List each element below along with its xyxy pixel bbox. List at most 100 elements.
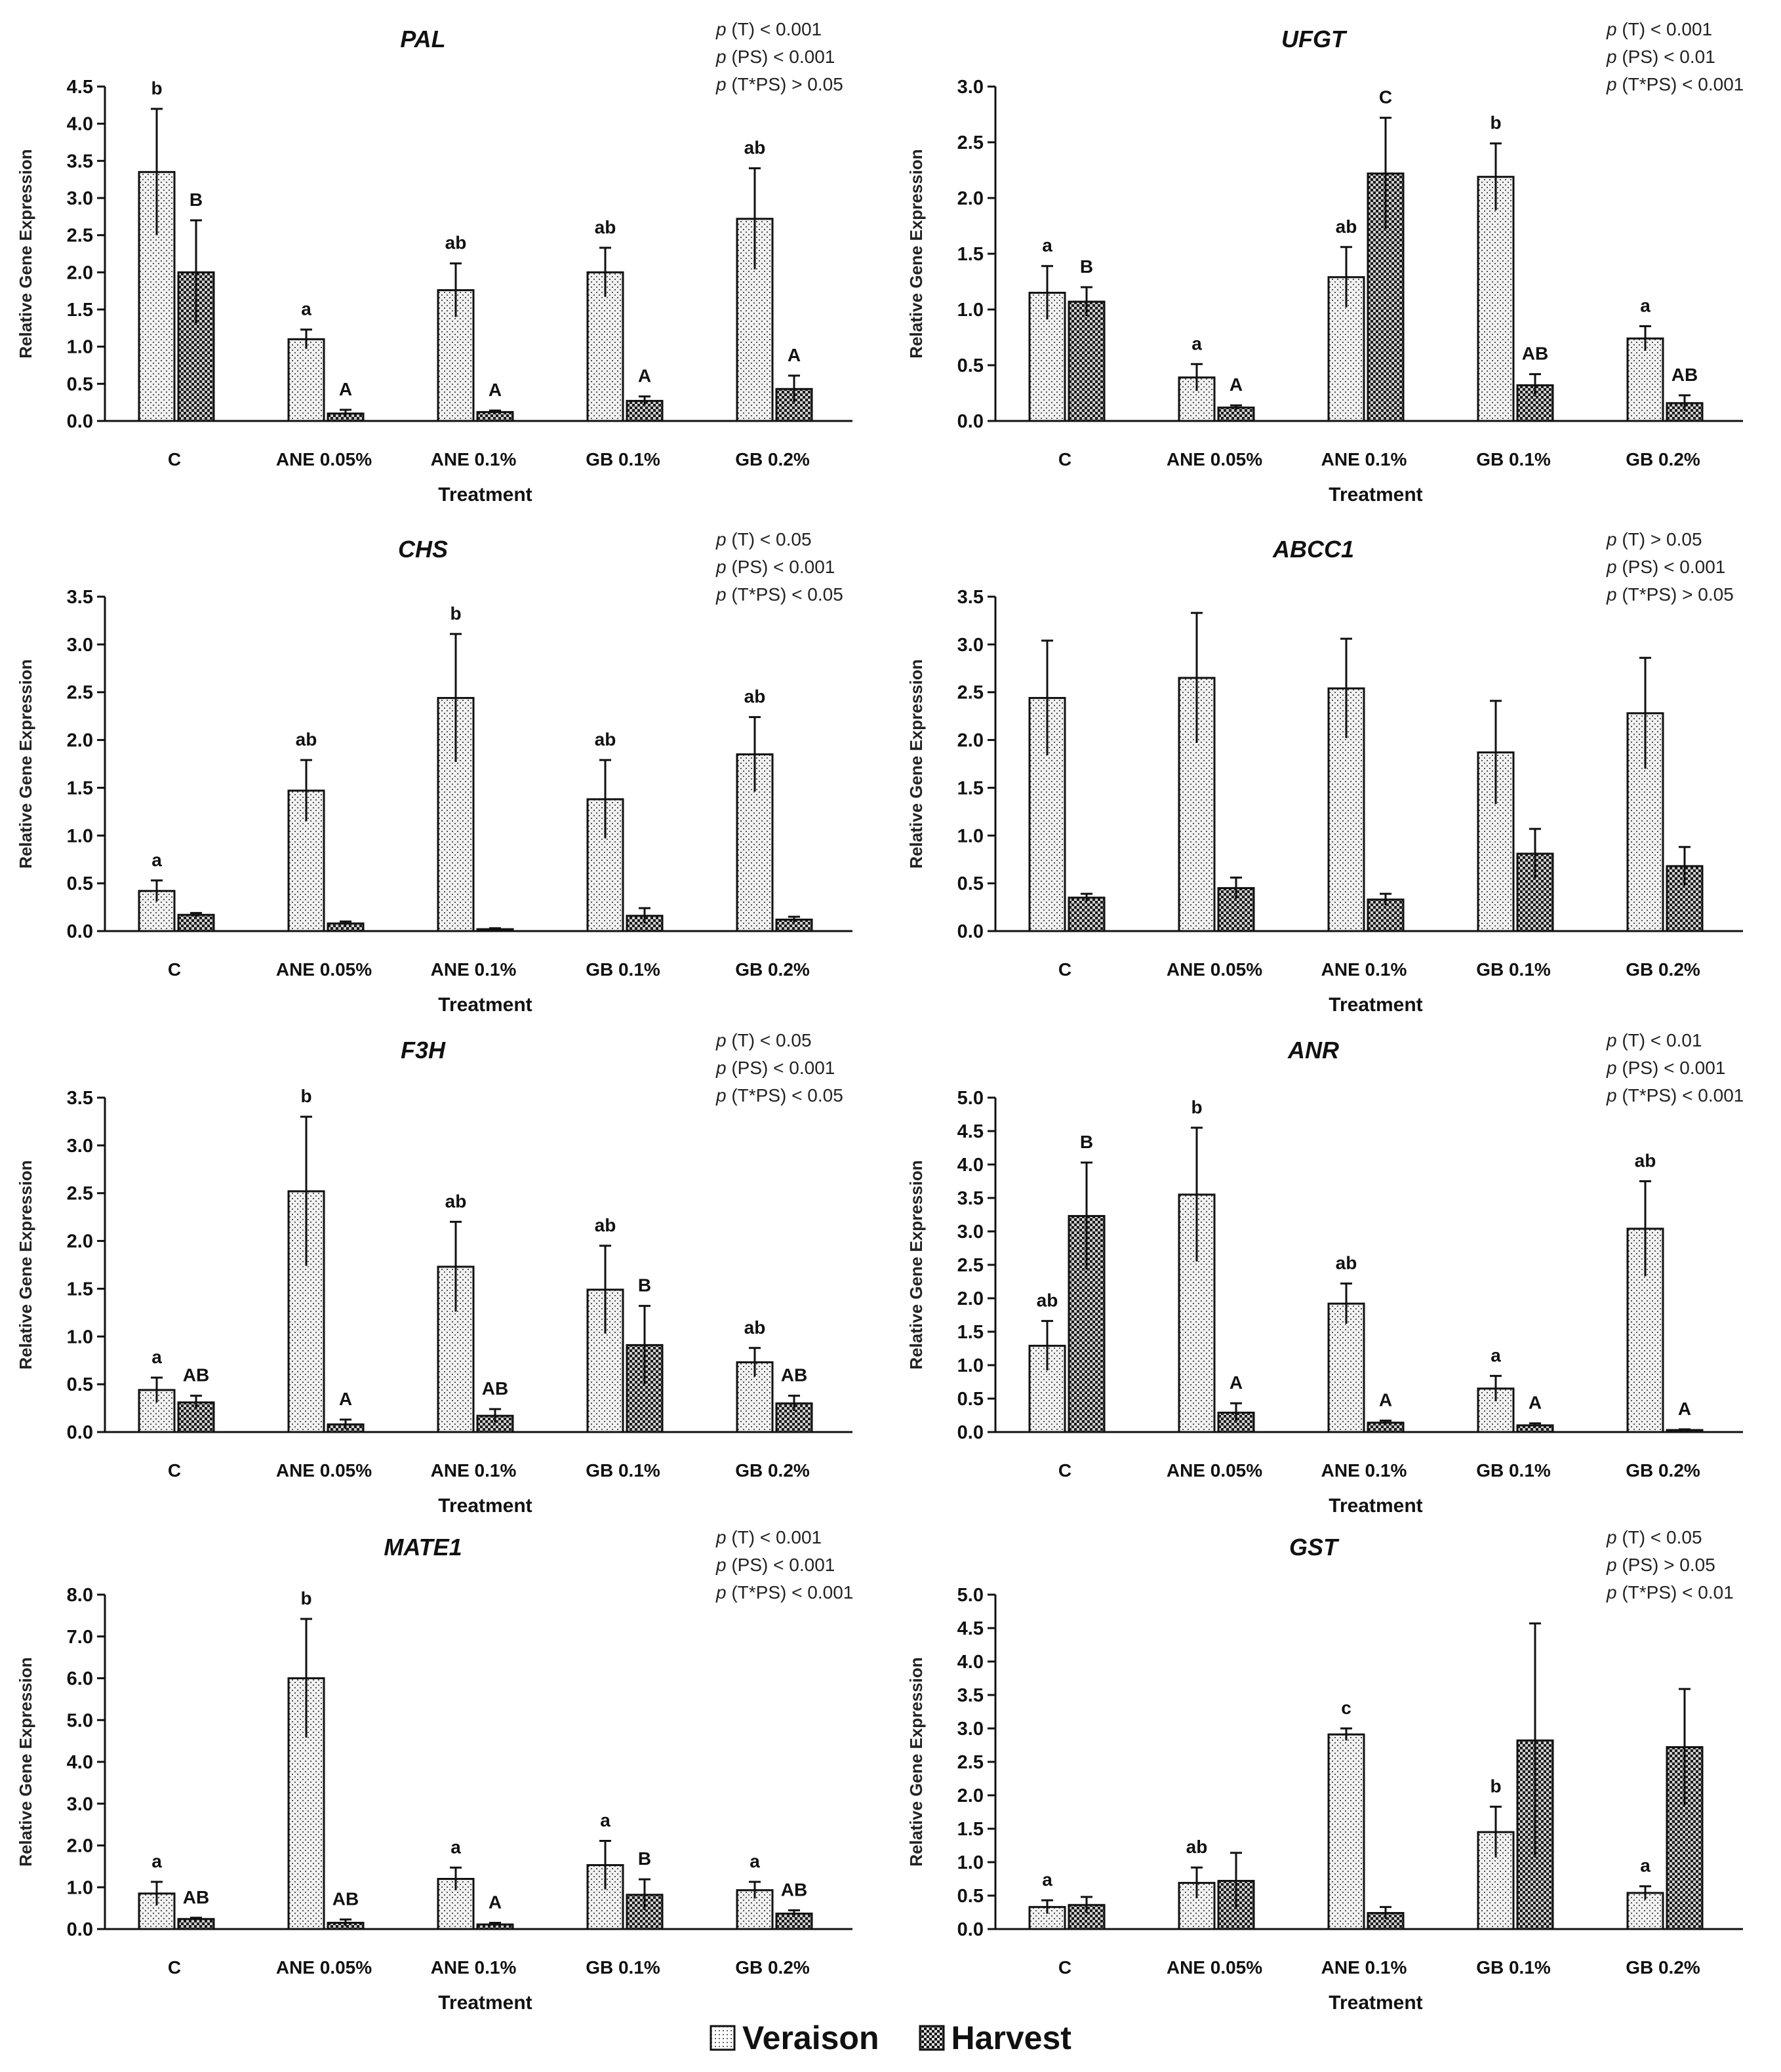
x-tick-label: ANE 0.1% bbox=[431, 1957, 517, 1978]
significance-letter: B bbox=[1080, 256, 1093, 277]
x-tick-label: GB 0.2% bbox=[1626, 1460, 1700, 1481]
y-tick-label: 0.0 bbox=[67, 411, 93, 432]
p-value-label: p (T) < 0.01 bbox=[1606, 1030, 1702, 1050]
bar-veraison bbox=[138, 1389, 176, 1433]
significance-letter: AB bbox=[183, 1887, 209, 1907]
bar-veraison bbox=[1626, 337, 1664, 422]
chart-title: PAL bbox=[400, 26, 445, 52]
y-tick-label: 1.0 bbox=[957, 826, 984, 847]
significance-letter: ab bbox=[1336, 216, 1357, 237]
bar-veraison bbox=[1028, 696, 1066, 932]
x-tick-label: ANE 0.1% bbox=[1321, 1460, 1407, 1481]
significance-letter: ab bbox=[1037, 1290, 1058, 1311]
significance-letter: b bbox=[300, 1588, 311, 1608]
y-tick-label: 5.0 bbox=[67, 1710, 93, 1731]
y-tick-label: 0.5 bbox=[67, 1374, 93, 1395]
x-tick-label: GB 0.1% bbox=[1476, 1957, 1551, 1978]
y-tick-label: 3.0 bbox=[957, 635, 984, 656]
significance-letter: AB bbox=[781, 1879, 807, 1900]
p-value-label: p (T*PS) < 0.001 bbox=[1606, 1085, 1744, 1106]
significance-letter: ab bbox=[1336, 1253, 1357, 1273]
x-tick-label: GB 0.1% bbox=[1476, 449, 1551, 469]
x-tick-label: C bbox=[168, 1460, 181, 1481]
y-tick-label: 3.0 bbox=[67, 188, 93, 209]
x-tick-label: GB 0.2% bbox=[1626, 1957, 1700, 1978]
significance-letter: a bbox=[1491, 1345, 1501, 1365]
significance-letter: ab bbox=[744, 138, 766, 158]
y-tick-label: 1.0 bbox=[67, 1326, 93, 1347]
y-tick-label: 2.0 bbox=[957, 1785, 984, 1806]
y-tick-label: 3.5 bbox=[67, 151, 93, 172]
y-tick-label: 1.5 bbox=[67, 778, 93, 799]
significance-letter: ab bbox=[296, 729, 317, 749]
significance-letter: b bbox=[300, 1086, 311, 1106]
significance-letter: A bbox=[638, 366, 651, 386]
y-tick-label: 1.0 bbox=[957, 1852, 984, 1873]
chart-abcc1: ABCC1 p (T) > 0.05 p (PS) < 0.001 p (T*PS) … bbox=[890, 510, 1781, 1015]
p-value-label: p (PS) < 0.001 bbox=[1606, 557, 1725, 577]
y-tick-label: 1.0 bbox=[957, 300, 984, 321]
x-tick-label: C bbox=[1058, 959, 1071, 980]
p-value-label: p (PS) < 0.01 bbox=[1606, 47, 1715, 67]
y-tick-label: 0.0 bbox=[67, 1919, 93, 1940]
significance-letter: A bbox=[1529, 1393, 1542, 1413]
y-tick-label: 1.5 bbox=[957, 244, 984, 265]
bar-harvest bbox=[1068, 300, 1106, 422]
y-tick-label: 1.5 bbox=[957, 1322, 984, 1343]
bar-veraison bbox=[1477, 176, 1515, 422]
significance-letter: A bbox=[489, 380, 502, 400]
chart-title: F3H bbox=[401, 1037, 446, 1064]
significance-letter: a bbox=[1640, 296, 1651, 316]
significance-letter: b bbox=[450, 603, 461, 624]
y-tick-label: 6.0 bbox=[67, 1669, 93, 1690]
y-tick-label: 3.5 bbox=[67, 587, 93, 608]
y-tick-label: 3.5 bbox=[67, 1088, 93, 1109]
significance-letter: a bbox=[600, 1810, 610, 1830]
p-value-label: p (T*PS) < 0.001 bbox=[1606, 74, 1744, 94]
significance-letter: ab bbox=[1635, 1151, 1656, 1171]
significance-letter: a bbox=[750, 1851, 760, 1871]
p-value-label: p (T*PS) < 0.05 bbox=[715, 584, 843, 605]
significance-letter: A bbox=[339, 379, 352, 399]
p-value-label: p (PS) < 0.001 bbox=[715, 47, 835, 67]
x-axis-label: Treatment bbox=[438, 1992, 532, 2013]
x-axis-label: Treatment bbox=[1329, 484, 1422, 505]
y-tick-label: 5.0 bbox=[957, 1585, 984, 1606]
significance-letter: a bbox=[151, 1851, 162, 1871]
y-tick-label: 2.0 bbox=[67, 730, 93, 751]
y-axis-label: Relative Gene Expression bbox=[16, 149, 35, 358]
x-tick-label: GB 0.1% bbox=[586, 1957, 660, 1978]
y-tick-label: 2.0 bbox=[957, 188, 984, 209]
veraison-swatch-icon bbox=[710, 2025, 736, 2051]
x-tick-label: GB 0.1% bbox=[1476, 1460, 1551, 1481]
y-tick-label: 7.0 bbox=[67, 1627, 93, 1648]
p-value-label: p (T) < 0.05 bbox=[1606, 1527, 1702, 1547]
significance-letter: b bbox=[1490, 113, 1501, 133]
chart-title: CHS bbox=[398, 536, 448, 563]
y-tick-label: 2.0 bbox=[957, 1288, 984, 1309]
x-tick-label: ANE 0.05% bbox=[276, 1957, 372, 1978]
y-axis-label: Relative Gene Expression bbox=[16, 1160, 35, 1369]
significance-letter: A bbox=[788, 345, 801, 365]
y-tick-label: 3.0 bbox=[67, 635, 93, 656]
x-tick-label: GB 0.2% bbox=[735, 1957, 810, 1978]
x-axis-label: Treatment bbox=[438, 484, 532, 505]
x-tick-label: C bbox=[1058, 449, 1071, 469]
significance-letter: a bbox=[151, 1347, 162, 1367]
x-tick-label: GB 0.1% bbox=[586, 959, 660, 980]
significance-letter: A bbox=[1230, 1372, 1243, 1393]
chart-chs: CHS p (T) < 0.05 p (PS) < 0.001 p (T*PS) < … bbox=[0, 510, 890, 1015]
p-value-label: p (T*PS) < 0.001 bbox=[715, 1582, 853, 1603]
significance-letter: a bbox=[301, 299, 311, 319]
significance-letter: ab bbox=[1186, 1837, 1208, 1857]
legend-item-veraison: Veraison bbox=[710, 2019, 879, 2057]
y-tick-label: 0.0 bbox=[957, 1919, 984, 1940]
y-tick-label: 0.5 bbox=[957, 873, 984, 894]
legend: Veraison Harvest bbox=[0, 2012, 1781, 2064]
y-axis-label: Relative Gene Expression bbox=[906, 1657, 926, 1866]
chart-title: MATE1 bbox=[384, 1534, 462, 1561]
significance-letter: ab bbox=[744, 1317, 766, 1338]
y-tick-label: 3.0 bbox=[957, 1719, 984, 1740]
y-tick-label: 1.0 bbox=[67, 826, 93, 847]
y-tick-label: 2.5 bbox=[67, 1184, 93, 1205]
